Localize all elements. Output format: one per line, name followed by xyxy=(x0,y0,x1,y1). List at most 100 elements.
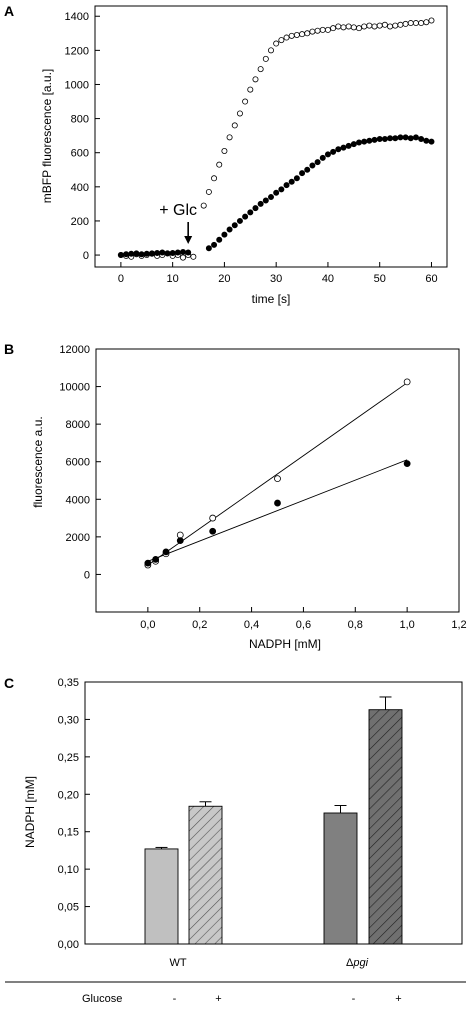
panel-a-x-tick-label: 60 xyxy=(425,273,437,285)
panel-a-point-filled xyxy=(397,134,404,141)
panel-a-point-filled xyxy=(293,175,300,182)
panel-letter-c: C xyxy=(4,675,14,691)
panel-c-y-ticks: 0,00 0,05 0,10 0,15 0,20 0,25 0,30 0,35 xyxy=(58,677,90,951)
panel-a-point-open xyxy=(418,20,425,27)
panel-b-point-filled xyxy=(274,499,281,507)
panel-a-y-tick-label: 600 xyxy=(71,148,89,160)
panel-b-y-tick-label: 0 xyxy=(84,569,90,581)
glucose-sign: + xyxy=(215,993,221,1005)
panel-a-point-open xyxy=(200,202,207,209)
panel-a-point-open xyxy=(190,253,197,260)
panel-b-y-ticks: 0 2000 4000 6000 8000 10000 12000 xyxy=(59,344,101,581)
panel-b-fit-line-open xyxy=(147,382,408,566)
panel-a-point-filled xyxy=(278,186,285,193)
panel-a-x-ticks: 0 10 20 30 40 50 60 xyxy=(118,262,438,285)
panel-c-bar-pgi-glucose xyxy=(368,709,403,945)
panel-c-y-tick-label: 0,20 xyxy=(58,789,79,801)
panel-a-points xyxy=(117,17,435,261)
panel-a-point-open xyxy=(381,21,388,28)
panel-a-point-filled xyxy=(164,250,171,257)
panel-a-point-filled xyxy=(335,146,342,153)
panel-a-point-open xyxy=(262,55,269,62)
panel-a-point-open xyxy=(340,24,347,31)
panel-a-point-filled xyxy=(309,162,316,169)
group-label-pgi-delta: Δ xyxy=(346,957,354,969)
glucose-label: Glucose xyxy=(82,993,122,1005)
panel-c-frame xyxy=(84,681,463,945)
panel-a-point-filled xyxy=(262,197,269,204)
panel-c-y-label: NADPH [mM] xyxy=(23,776,37,848)
panel-a-point-filled xyxy=(216,236,223,243)
panel-a-y-tick-label: 200 xyxy=(71,216,89,228)
panel-a-y-ticks: 0 200 400 600 800 1000 1200 1400 xyxy=(65,11,100,262)
panel-b-point-open xyxy=(209,514,217,522)
panel-a-y-tick-label: 800 xyxy=(71,114,89,126)
panel-b-x-tick-label: 0,6 xyxy=(296,619,311,631)
panel-b-x-tick-label: 0,0 xyxy=(140,619,155,631)
panel-a-point-filled xyxy=(154,250,161,257)
panel-b-point-filled xyxy=(162,548,170,556)
glucose-sign: - xyxy=(173,993,177,1005)
panel-a-point-open xyxy=(236,110,243,117)
panel-a-x-tick-label: 40 xyxy=(322,273,334,285)
panel-a-point-open xyxy=(397,21,404,28)
panel-a-point-filled xyxy=(340,144,347,151)
panel-a-point-open xyxy=(428,17,435,24)
panel-a-point-filled xyxy=(128,250,135,257)
panel-b-fit-lines xyxy=(147,382,408,566)
panel-b-x-tick-label: 0,2 xyxy=(192,619,207,631)
panel-a-point-open xyxy=(366,22,373,29)
panel-a-x-tick-label: 20 xyxy=(218,273,230,285)
panel-a-x-tick-label: 30 xyxy=(270,273,282,285)
panel-a-frame xyxy=(94,5,448,268)
panel-b-x-ticks: 0,0 0,2 0,4 0,6 0,8 1,0 1,2 xyxy=(140,607,467,631)
glc-annotation: + Glc xyxy=(159,202,197,219)
panel-a-point-filled xyxy=(273,189,280,196)
panel-a-point-filled xyxy=(242,213,249,220)
panel-a-point-open xyxy=(252,76,259,83)
panel-c-bar-wt-glucose xyxy=(188,805,223,945)
panel-a-point-filled xyxy=(330,148,337,155)
panel-a-point-filled xyxy=(236,217,243,224)
panel-b-x-tick-label: 0,4 xyxy=(244,619,259,631)
panel-a-point-filled xyxy=(423,137,430,144)
panel-c-y-tick-label: 0,10 xyxy=(58,864,79,876)
panel-a-point-open xyxy=(216,161,223,168)
panel-a-point-open xyxy=(361,23,368,30)
panel-a-point-open xyxy=(392,22,399,29)
panel-a-point-filled xyxy=(143,250,150,257)
panel-a-point-filled xyxy=(169,250,176,257)
panel-b-point-open xyxy=(274,475,281,483)
panel-b-point-filled xyxy=(152,556,160,563)
panel-b-y-tick-label: 8000 xyxy=(66,419,90,431)
panel-a-point-filled xyxy=(402,134,409,141)
panel-b-y-tick-label: 10000 xyxy=(59,382,90,394)
panel-a-point-filled xyxy=(211,241,218,248)
panel-a-point-filled xyxy=(117,252,124,259)
panel-b-frame xyxy=(95,348,460,613)
panel-a-point-filled xyxy=(345,142,352,149)
panel-a-point-filled xyxy=(376,136,383,143)
panel-a-point-open xyxy=(231,122,238,129)
panel-a-y-label: mBFP fluorescence [a.u.] xyxy=(40,69,54,204)
panel-a-point-open xyxy=(242,98,249,105)
panel-a-x-label: time [s] xyxy=(252,292,291,306)
panel-b-point-filled xyxy=(144,559,152,567)
panel-a-point-open xyxy=(335,23,342,30)
panel-a-point-open xyxy=(371,23,378,30)
arrow-head xyxy=(184,236,193,244)
panel-a-point-open xyxy=(355,25,362,32)
group-label-wt: WT xyxy=(169,957,186,969)
panel-a-point-open xyxy=(211,175,218,182)
panel-a-point-filled xyxy=(205,245,212,252)
panel-a-point-filled xyxy=(123,251,130,258)
panel-a-point-filled xyxy=(387,135,394,142)
panel-a-point-open xyxy=(247,86,254,93)
panel-b-points xyxy=(144,378,411,569)
panel-b-point-filled xyxy=(176,537,184,545)
panel-b-point-open xyxy=(176,531,184,539)
panel-a-point-filled xyxy=(428,138,435,145)
panel-b-point-filled xyxy=(209,527,217,535)
panel-c-y-tick-label: 0,35 xyxy=(58,677,79,689)
